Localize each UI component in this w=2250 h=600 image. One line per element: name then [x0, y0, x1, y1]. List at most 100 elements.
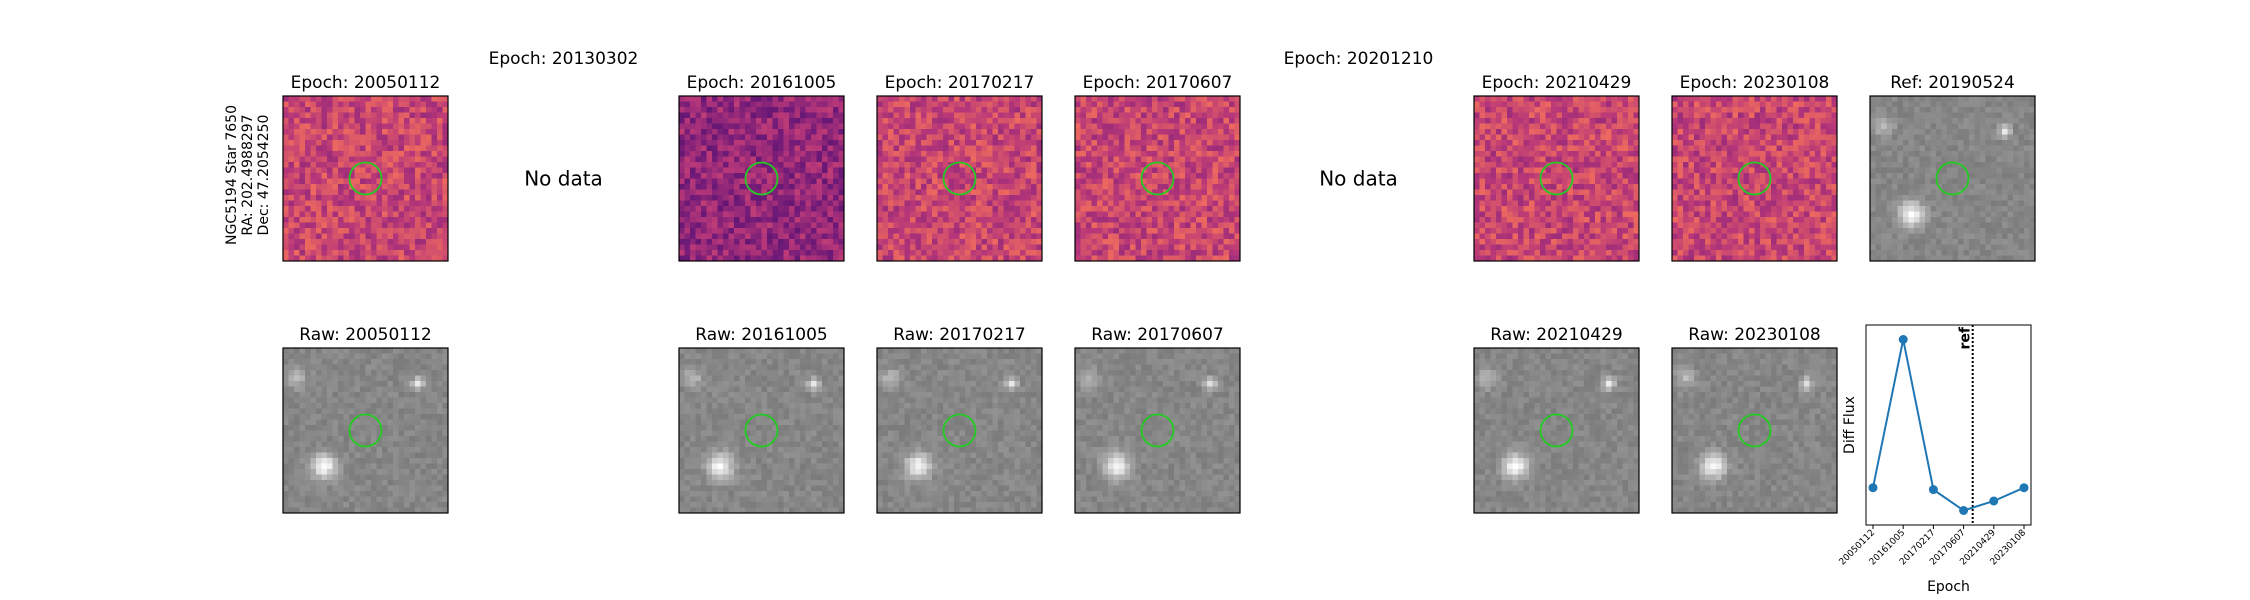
pixel: [305, 134, 311, 141]
pixel: [910, 228, 916, 234]
pixel: [970, 200, 977, 207]
pixel: [706, 206, 713, 212]
pixel: [1190, 167, 1197, 174]
pixel: [1727, 112, 1733, 119]
pixel: [1589, 222, 1596, 229]
panel-title: Epoch: 20170607: [1083, 73, 1233, 93]
pixel: [1097, 173, 1103, 179]
pixel: [789, 184, 795, 190]
pixel: [1578, 200, 1585, 207]
pixel: [805, 250, 812, 256]
pixel: [1611, 167, 1618, 174]
pixel: [761, 189, 768, 196]
pixel: [679, 151, 685, 157]
pixel: [1534, 233, 1541, 240]
pixel: [1479, 151, 1486, 157]
pixel: [1595, 96, 1601, 102]
pixel: [1196, 162, 1202, 168]
pixel: [1573, 129, 1579, 135]
pixel: [921, 145, 927, 152]
pixel: [1716, 151, 1722, 157]
pixel: [981, 151, 988, 157]
pixel: [706, 156, 713, 163]
pixel: [992, 228, 999, 234]
pixel: [772, 140, 779, 146]
pixel: [1130, 156, 1136, 163]
pixel: [1562, 112, 1568, 119]
pixel: [1174, 217, 1180, 223]
pixel: [1485, 145, 1491, 152]
pixel: [1529, 255, 1535, 262]
pixel: [1146, 222, 1153, 229]
pixel: [1688, 211, 1695, 218]
pixel: [1080, 173, 1087, 179]
pixel: [316, 189, 322, 196]
pixel: [695, 184, 702, 190]
pixel: [800, 233, 806, 240]
pixel: [1595, 189, 1601, 196]
pixel: [1595, 217, 1601, 223]
pixel: [1102, 96, 1109, 102]
pixel: [409, 222, 416, 229]
pixel: [305, 195, 311, 201]
pixel: [734, 244, 740, 251]
pixel: [1031, 118, 1037, 124]
pixel: [926, 140, 933, 146]
pixel: [1003, 222, 1010, 229]
pixel: [1135, 96, 1142, 102]
pixel: [1196, 107, 1202, 113]
pixel: [1124, 178, 1131, 185]
pixel: [1201, 145, 1208, 152]
pixel: [1108, 173, 1114, 179]
pixel: [816, 189, 823, 196]
pixel: [1743, 206, 1750, 212]
pixel: [1201, 167, 1208, 174]
pixel: [442, 129, 449, 135]
pixel: [1683, 173, 1689, 179]
pixel: [959, 244, 966, 251]
pixel: [1108, 156, 1114, 163]
pixel: [1218, 217, 1224, 223]
pixel: [717, 134, 724, 141]
pixel: [1152, 222, 1158, 229]
pixel: [360, 244, 366, 251]
pixel: [981, 189, 988, 196]
pixel: [1611, 101, 1618, 108]
pixel: [1196, 200, 1202, 207]
pixel: [1141, 145, 1147, 152]
pixel: [1584, 129, 1590, 135]
pixel: [409, 145, 416, 152]
pixel: [1727, 96, 1733, 102]
pixel: [932, 123, 938, 130]
pixel: [1196, 178, 1202, 185]
pixel: [1633, 222, 1640, 229]
pixel: [783, 118, 790, 124]
pixel: [948, 255, 955, 262]
pixel: [932, 145, 938, 152]
pixel: [1485, 129, 1491, 135]
pixel: [695, 189, 702, 196]
pixel: [1490, 101, 1497, 108]
pixel: [1622, 151, 1629, 157]
pixel: [349, 200, 355, 207]
pixel: [387, 228, 394, 234]
pixel: [1749, 112, 1755, 119]
pixel: [1102, 129, 1109, 135]
pixel: [761, 250, 768, 256]
pixel: [1540, 228, 1546, 234]
pixel: [1097, 101, 1103, 108]
pixel: [1097, 250, 1103, 256]
pixel: [679, 118, 685, 124]
pixel: [1229, 250, 1235, 256]
pixel: [332, 178, 339, 185]
pixel: [1534, 101, 1541, 108]
pixel: [1523, 250, 1530, 256]
pixel: [1507, 107, 1513, 113]
pixel: [739, 140, 746, 146]
pixel: [1146, 129, 1153, 135]
pixel: [756, 189, 762, 196]
pixel: [910, 145, 916, 152]
pixel: [294, 178, 300, 185]
pixel: [690, 134, 696, 141]
pixel: [1097, 156, 1103, 163]
